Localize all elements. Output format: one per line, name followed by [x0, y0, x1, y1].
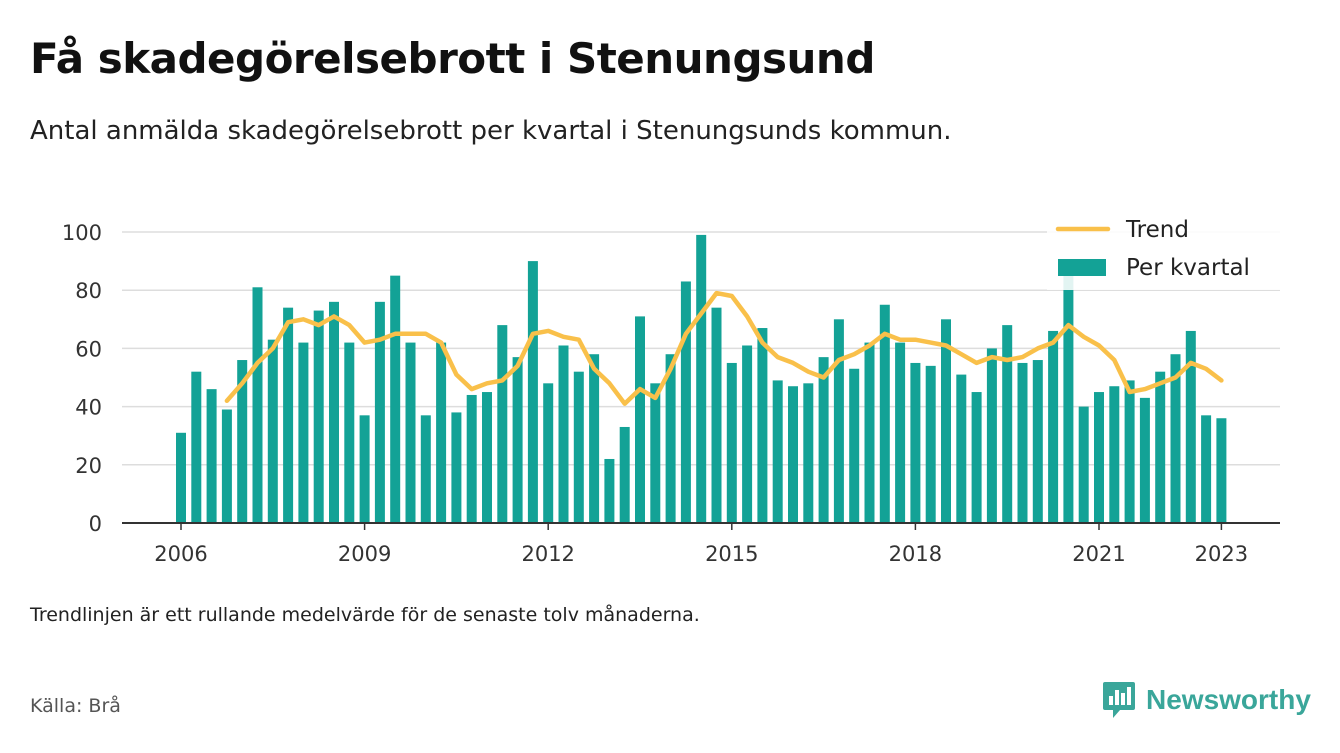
x-tick-label: 2006: [154, 542, 207, 566]
bar: [711, 307, 722, 523]
newsworthy-logo-icon: [1103, 682, 1135, 718]
bar: [849, 368, 860, 523]
legend: Trend Per kvartal: [1047, 212, 1280, 290]
y-tick-label: 100: [62, 221, 102, 245]
x-tick-label: 2023: [1195, 542, 1248, 566]
x-tick-label: 2015: [705, 542, 758, 566]
bar: [1002, 325, 1013, 523]
x-axis-ticks: 2006 2009 2012 2015 2018 2021 2023: [154, 523, 1248, 566]
bar: [803, 383, 814, 523]
trend-line: [224, 290, 1224, 406]
bar: [497, 325, 508, 523]
bar: [420, 415, 431, 523]
y-tick-label: 20: [75, 454, 102, 478]
chart-note: Trendlinjen är ett rullande medelvärde f…: [30, 604, 700, 626]
chart: 0 20 40 60 80 100 2006 2009 2012 2015 2018 2021 202…: [62, 212, 1280, 566]
bar: [191, 371, 202, 523]
bar: [925, 365, 936, 523]
x-tick-label: 2021: [1072, 542, 1125, 566]
bar: [374, 301, 385, 523]
bar: [589, 354, 600, 523]
bar: [604, 458, 615, 523]
bar: [359, 415, 370, 523]
bar: [390, 275, 401, 523]
bar: [726, 362, 737, 523]
bar: [176, 432, 186, 523]
bar: [543, 383, 554, 523]
bar: [619, 426, 630, 523]
bar: [298, 342, 309, 523]
y-tick-label: 60: [75, 337, 102, 361]
bar-series: [176, 234, 1227, 523]
bar: [344, 342, 355, 523]
bar: [1109, 386, 1120, 523]
x-tick-label: 2012: [521, 542, 574, 566]
x-tick-label: 2009: [338, 542, 391, 566]
bar: [818, 357, 829, 523]
bar: [864, 342, 875, 523]
legend-bar-label: Per kvartal: [1126, 255, 1250, 281]
bar: [436, 342, 447, 523]
bar: [956, 374, 967, 523]
source-label: Källa: Brå: [30, 695, 121, 717]
bar: [451, 412, 462, 523]
bar: [665, 354, 676, 523]
legend-bar-swatch: [1058, 259, 1106, 276]
bar: [941, 319, 951, 523]
bar: [1094, 392, 1104, 523]
bar: [986, 348, 997, 523]
y-tick-label: 0: [89, 512, 102, 536]
y-tick-label: 80: [75, 279, 102, 303]
chart-subtitle: Antal anmälda skadegörelsebrott per kvar…: [30, 116, 952, 146]
bar: [680, 281, 691, 523]
brand-name: Newsworthy: [1146, 684, 1311, 715]
bar: [742, 345, 753, 523]
bar: [879, 304, 890, 523]
bar: [1063, 275, 1074, 523]
bar: [252, 287, 263, 523]
bar: [1185, 330, 1196, 523]
y-axis-ticks: 0 20 40 60 80 100: [62, 221, 102, 536]
bar: [788, 386, 798, 523]
bar: [237, 360, 248, 523]
bar: [466, 394, 477, 523]
bar: [558, 345, 569, 523]
bar: [1201, 415, 1212, 523]
bar: [1017, 362, 1028, 523]
bar: [1170, 354, 1181, 523]
bar: [267, 339, 278, 523]
bar: [833, 319, 844, 523]
bar: [573, 371, 584, 523]
bar: [635, 316, 645, 523]
bar: [512, 357, 523, 523]
bar: [329, 301, 339, 523]
bar: [1155, 371, 1166, 523]
y-tick-label: 40: [75, 396, 102, 420]
bar: [910, 362, 921, 523]
bar: [1078, 406, 1089, 523]
bar: [1124, 380, 1135, 523]
bar: [895, 342, 906, 523]
brand-logo: Newsworthy: [1102, 680, 1311, 720]
bar: [405, 342, 416, 523]
bar: [313, 310, 324, 523]
bar: [772, 380, 783, 523]
x-tick-label: 2018: [889, 542, 942, 566]
bar: [221, 409, 232, 523]
bar: [1139, 397, 1150, 523]
bar: [206, 389, 217, 523]
bar: [650, 383, 661, 523]
bar: [757, 328, 768, 523]
bar: [696, 234, 707, 523]
bar: [482, 392, 492, 523]
bar: [1048, 330, 1059, 523]
bar: [527, 261, 538, 523]
bar: [971, 392, 982, 523]
legend-trend-label: Trend: [1125, 217, 1189, 243]
chart-title: Få skadegörelsebrott i Stenungsund: [30, 34, 875, 83]
bar: [1032, 360, 1043, 523]
legend-background: [1047, 212, 1280, 290]
bar: [283, 307, 294, 523]
bar: [1216, 418, 1227, 523]
